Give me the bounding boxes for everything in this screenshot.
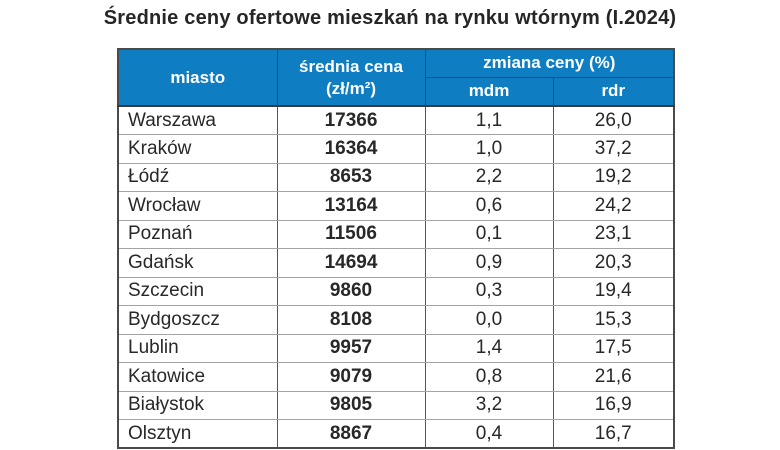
table-row: Warszawa 17366 1,1 26,0 [117,105,675,135]
price-cell: 8108 [276,305,426,335]
mdm-cell: 3,2 [424,390,554,420]
price-cell: 11506 [276,219,426,249]
rdr-cell: 26,0 [552,105,675,135]
city-cell: Warszawa [117,105,278,135]
mdm-cell: 2,2 [424,162,554,192]
mdm-cell: 0,9 [424,248,554,278]
city-cell: Białystok [117,390,278,420]
table-row: Wrocław 13164 0,6 24,2 [117,191,675,221]
column-header-city: miasto [117,48,278,107]
column-header-price: średnia cena (zł/m²) [276,48,426,107]
price-cell: 9957 [276,333,426,363]
table-row: Lublin 9957 1,4 17,5 [117,333,675,363]
table-body: Warszawa 17366 1,1 26,0 Kraków 16364 1,0… [117,105,675,449]
mdm-cell: 1,1 [424,105,554,135]
price-cell: 16364 [276,134,426,164]
table-header: miasto średnia cena (zł/m²) zmiana ceny … [117,48,675,107]
rdr-cell: 15,3 [552,305,675,335]
rdr-cell: 21,6 [552,362,675,392]
city-cell: Katowice [117,362,278,392]
table-row: Kraków 16364 1,0 37,2 [117,134,675,164]
price-cell: 8867 [276,419,426,449]
rdr-cell: 37,2 [552,134,675,164]
column-header-price-line1: średnia cena [299,57,403,77]
table-row: Szczecin 9860 0,3 19,4 [117,276,675,306]
table-row: Katowice 9079 0,8 21,6 [117,362,675,392]
city-cell: Bydgoszcz [117,305,278,335]
mdm-cell: 1,0 [424,134,554,164]
mdm-cell: 0,3 [424,276,554,306]
price-cell: 9079 [276,362,426,392]
page-title: Średnie ceny ofertowe mieszkań na rynku … [103,7,677,29]
price-cell: 17366 [276,105,426,135]
city-cell: Kraków [117,134,278,164]
city-cell: Poznań [117,219,278,249]
mdm-cell: 0,0 [424,305,554,335]
mdm-cell: 1,4 [424,333,554,363]
rdr-cell: 19,2 [552,162,675,192]
mdm-cell: 0,6 [424,191,554,221]
table-row: Bydgoszcz 8108 0,0 15,3 [117,305,675,335]
city-cell: Gdańsk [117,248,278,278]
table-row: Olsztyn 8867 0,4 16,7 [117,419,675,449]
rdr-cell: 24,2 [552,191,675,221]
column-header-rdr: rdr [552,76,675,107]
city-cell: Szczecin [117,276,278,306]
city-cell: Olsztyn [117,419,278,449]
rdr-cell: 17,5 [552,333,675,363]
column-header-change-group: zmiana ceny (%) [424,48,675,78]
column-header-mdm: mdm [424,76,554,107]
rdr-cell: 16,9 [552,390,675,420]
table-row: Białystok 9805 3,2 16,9 [117,390,675,420]
mdm-cell: 0,1 [424,219,554,249]
table-row: Łódź 8653 2,2 19,2 [117,162,675,192]
price-cell: 13164 [276,191,426,221]
column-header-price-line2: (zł/m²) [325,78,377,98]
city-cell: Lublin [117,333,278,363]
rdr-cell: 20,3 [552,248,675,278]
rdr-cell: 16,7 [552,419,675,449]
city-cell: Wrocław [117,191,278,221]
rdr-cell: 19,4 [552,276,675,306]
prices-table: miasto średnia cena (zł/m²) zmiana ceny … [117,48,676,449]
table-row: Poznań 11506 0,1 23,1 [117,219,675,249]
mdm-cell: 0,4 [424,419,554,449]
price-cell: 8653 [276,162,426,192]
price-cell: 9805 [276,390,426,420]
rdr-cell: 23,1 [552,219,675,249]
city-cell: Łódź [117,162,278,192]
table-row: Gdańsk 14694 0,9 20,3 [117,248,675,278]
price-cell: 9860 [276,276,426,306]
mdm-cell: 0,8 [424,362,554,392]
price-cell: 14694 [276,248,426,278]
